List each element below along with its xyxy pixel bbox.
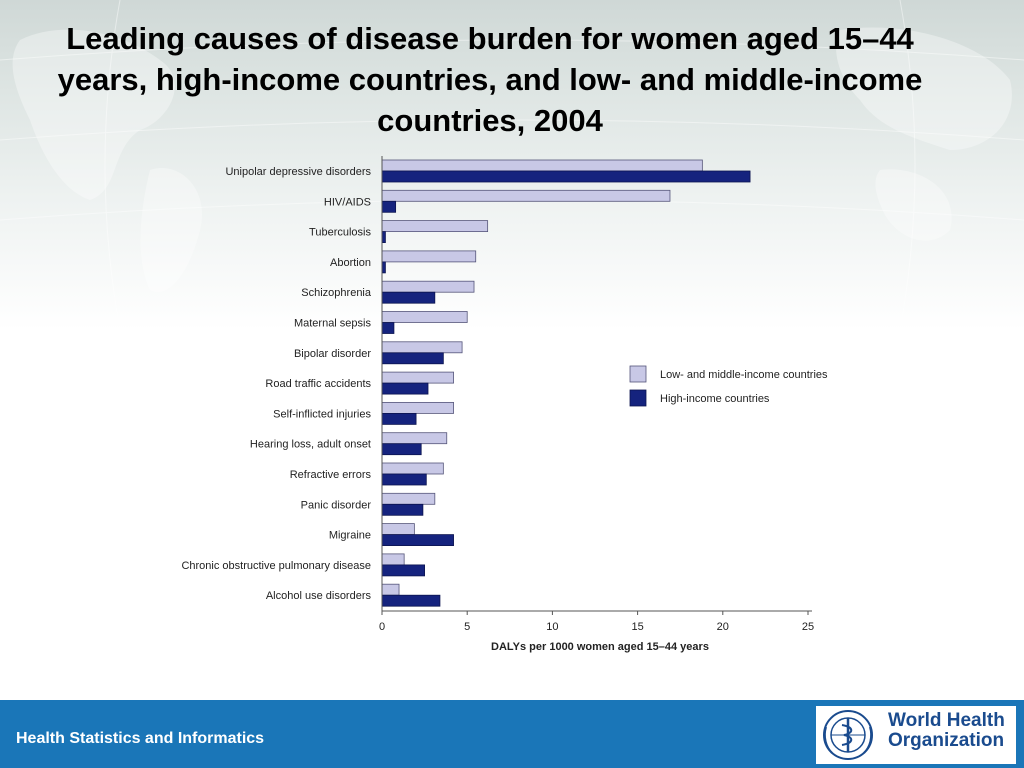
bar-low-middle-income (381, 220, 489, 233)
category-label: Abortion (330, 257, 371, 269)
who-wordmark-line2: Organization (888, 730, 1005, 751)
category-label: Migraine (329, 530, 371, 542)
category-label: Road traffic accidents (265, 378, 371, 390)
who-wordmark-line1: World Health (888, 710, 1005, 731)
bar-chart: Unipolar depressive disorders HIV/AIDS Tub… (181, 156, 828, 653)
bar-high-income (381, 473, 427, 486)
x-tick-label: 20 (717, 621, 729, 633)
category-label: Bipolar disorder (294, 348, 371, 360)
legend-swatch-high (629, 389, 647, 407)
bar-low-middle-income (381, 432, 448, 445)
category-label: Panic disorder (301, 499, 372, 511)
bar-low-middle-income (381, 462, 444, 475)
x-tick-label: 25 (802, 621, 814, 633)
who-logo (816, 706, 1016, 764)
bar-high-income (381, 382, 429, 395)
bar-high-income (381, 503, 424, 516)
bar-high-income (381, 291, 436, 304)
bar-low-middle-income (381, 159, 703, 172)
bar-high-income (381, 352, 444, 365)
legend-swatch-low-middle (629, 365, 647, 383)
bar-high-income (381, 564, 425, 577)
x-tick-label: 10 (546, 621, 558, 633)
bar-high-income (381, 443, 422, 456)
category-label: Tuberculosis (309, 227, 371, 239)
category-label: Refractive errors (290, 469, 372, 481)
category-label: Maternal sepsis (294, 318, 372, 330)
bar-low-middle-income (381, 189, 671, 202)
category-label: HIV/AIDS (324, 196, 371, 208)
bar-low-middle-income (381, 523, 415, 535)
page-title: Leading causes of disease burden for wom… (57, 21, 923, 138)
bar-low-middle-income (381, 280, 475, 293)
bar-low-middle-income (381, 401, 454, 414)
bar-low-middle-income (381, 250, 477, 263)
bar-low-middle-income (381, 311, 468, 323)
who-emblem-icon (823, 710, 873, 760)
category-label: Unipolar depressive disorders (225, 166, 371, 178)
category-label: Schizophrenia (301, 287, 372, 299)
category-label: Self-inflicted injuries (273, 408, 371, 420)
x-axis-title: DALYs per 1000 women aged 15–44 years (491, 641, 709, 653)
bar-high-income (381, 200, 397, 213)
bar-high-income (381, 231, 386, 244)
x-tick-label: 5 (464, 621, 470, 633)
bar-low-middle-income (381, 492, 436, 505)
legend-label: High-income countries (660, 393, 770, 405)
bar-high-income (381, 170, 751, 183)
bar-high-income (381, 322, 395, 334)
x-tick-label: 0 (379, 621, 385, 633)
bar-high-income (381, 412, 417, 425)
category-label: Chronic obstructive pulmonary disease (181, 560, 371, 572)
bar-high-income (381, 594, 441, 607)
bar-high-income (381, 534, 454, 546)
legend-label: Low- and middle-income countries (660, 369, 828, 381)
world-map-watermark (0, 0, 1024, 330)
bar-low-middle-income (381, 583, 400, 596)
who-wordmark: World Health Organization (888, 711, 1005, 751)
category-label: Alcohol use disorders (266, 590, 372, 602)
bar-low-middle-income (381, 553, 405, 566)
bar-low-middle-income (381, 371, 454, 384)
bar-low-middle-income (381, 341, 463, 354)
category-label: Hearing loss, adult onset (250, 439, 371, 451)
x-tick-label: 15 (631, 621, 643, 633)
footer-label: Health Statistics and Informatics (16, 730, 265, 747)
bar-high-income (381, 261, 386, 274)
